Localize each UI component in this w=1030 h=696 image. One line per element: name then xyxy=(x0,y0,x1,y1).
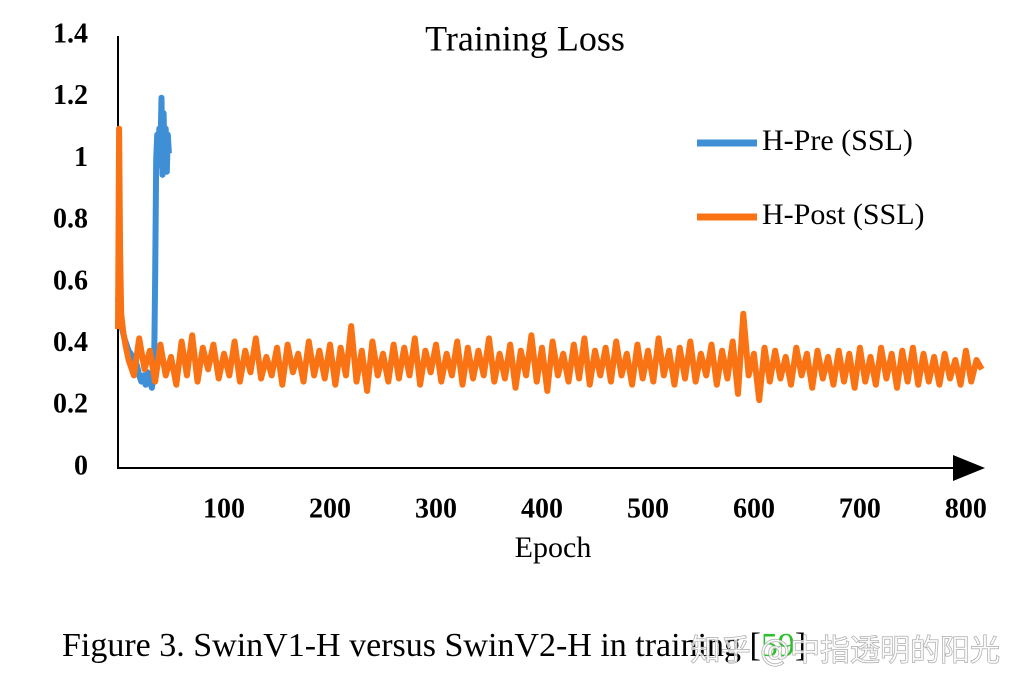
caption-close: ] xyxy=(795,627,806,664)
x-tick-label: 100 xyxy=(203,493,245,524)
x-axis-arrow xyxy=(953,455,985,481)
y-tick-label: 0 xyxy=(74,450,88,481)
x-axis-label: Epoch xyxy=(515,531,592,564)
line-series xyxy=(115,125,985,404)
y-tick-label: 1 xyxy=(74,142,88,173)
y-tick-label: 0.6 xyxy=(53,265,88,296)
x-tick-label: 300 xyxy=(415,493,457,524)
x-tick-label: 600 xyxy=(733,493,775,524)
legend-label: H-Pre (SSL) xyxy=(762,124,913,157)
caption-text: Figure 3. SwinV1-H versus SwinV2-H in tr… xyxy=(62,627,761,664)
caption-ref: 59 xyxy=(761,627,795,664)
y-tick-label: 1.4 xyxy=(53,18,88,49)
y-tick-label: 1.2 xyxy=(53,80,88,111)
x-tick-label: 200 xyxy=(309,493,351,524)
x-tick-label: 700 xyxy=(839,493,881,524)
chart-title: Training Loss xyxy=(425,18,625,58)
y-tick-label: 0.8 xyxy=(53,204,88,235)
y-tick-label: 0.4 xyxy=(53,327,88,358)
legend-label: H-Post (SSL) xyxy=(762,198,925,231)
y-tick-label: 0.2 xyxy=(53,389,88,420)
x-tick-label: 400 xyxy=(521,493,563,524)
x-tick-label: 500 xyxy=(627,493,669,524)
caption: Figure 3. SwinV1-H versus SwinV2-H in tr… xyxy=(62,627,806,664)
x-tick-label: 800 xyxy=(945,493,987,524)
watermark: 知乎 @中指透明的阳光 xyxy=(690,634,1000,669)
